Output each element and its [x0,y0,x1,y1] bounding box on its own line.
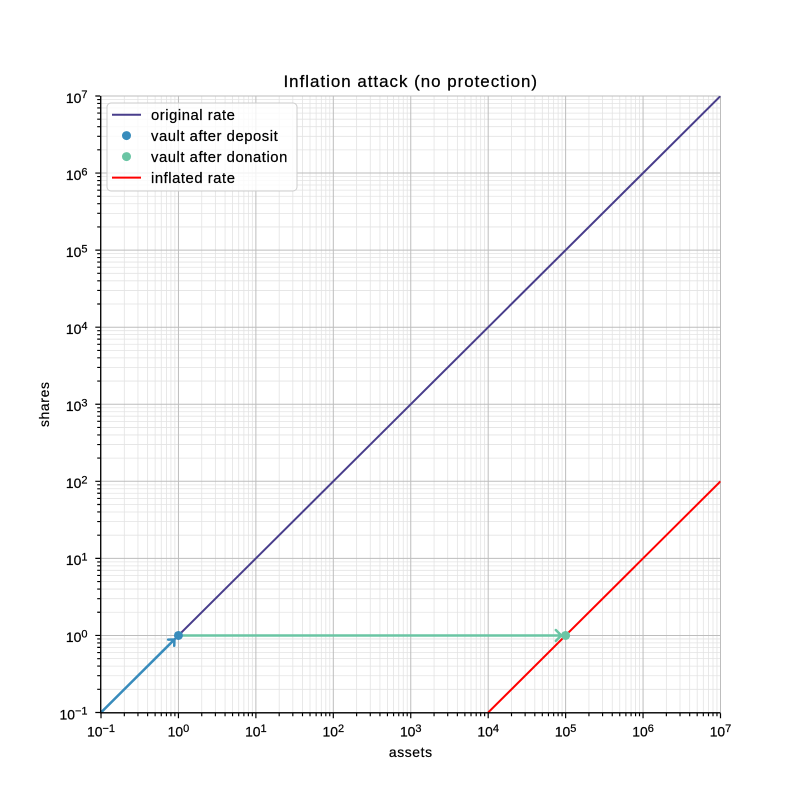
svg-text:inflated rate: inflated rate [151,171,235,187]
svg-text:shares: shares [36,381,52,427]
svg-text:vault after donation: vault after donation [151,150,288,166]
svg-text:original rate: original rate [151,108,235,124]
svg-text:vault after deposit: vault after deposit [151,129,278,145]
svg-text:assets: assets [389,744,433,760]
svg-text:Inflation attack (no protectio: Inflation attack (no protection) [283,72,538,91]
